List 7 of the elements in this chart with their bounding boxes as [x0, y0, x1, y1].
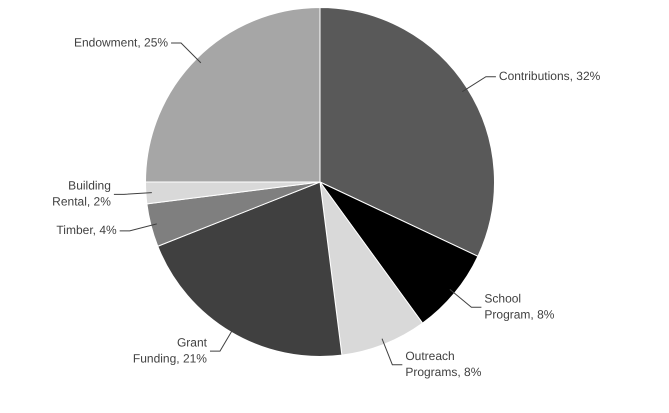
slice-label: School Program, 8% [484, 292, 555, 322]
slice-label: Endowment, 25% [74, 35, 168, 50]
slice-label: Building Rental, 2% [52, 178, 112, 209]
slice-label: Contributions, 32% [498, 69, 601, 84]
slice-label: Timber, 4% [56, 223, 117, 238]
slice-label: Grant Funding, 21% [132, 335, 208, 366]
slice-label: Outreach Programs, 8% [405, 349, 482, 380]
